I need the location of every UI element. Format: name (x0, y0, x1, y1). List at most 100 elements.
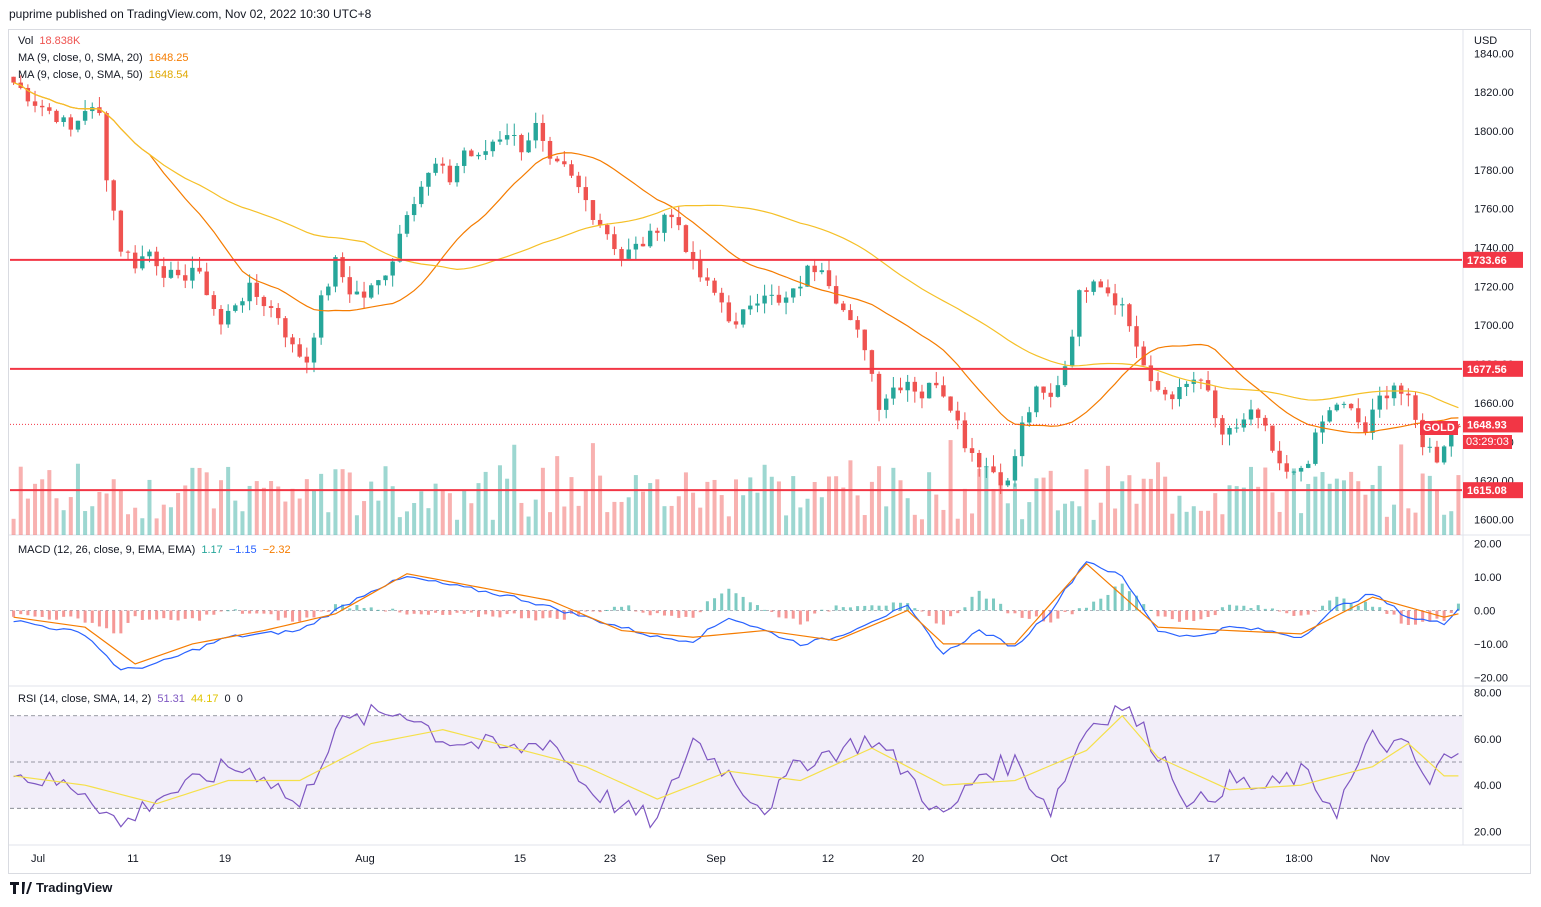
candle (1377, 395, 1382, 410)
volume-bar (1156, 462, 1161, 535)
macd-histogram-bar (920, 610, 924, 612)
macd-histogram-bar (269, 610, 273, 615)
volume-bar (447, 493, 452, 535)
candle (1306, 463, 1311, 468)
macd-histogram-bar (1392, 610, 1396, 615)
volume-bar (1084, 469, 1089, 535)
volume-bar (111, 479, 116, 535)
macd-histogram-bar (698, 610, 702, 613)
volume-bar (1134, 503, 1139, 535)
time-tick-label: Sep (706, 853, 726, 865)
volume-bar (812, 482, 817, 535)
candle (1320, 421, 1325, 433)
price-tick-label: 1800.00 (1474, 126, 1514, 138)
macd-histogram-bar (963, 607, 967, 611)
ma50-label: MA (9, close, 0, SMA, 50) (18, 69, 143, 81)
macd-histogram-bar (1106, 594, 1110, 611)
volume-bar (1220, 514, 1225, 535)
candle (647, 230, 653, 247)
macd-histogram-bar (598, 610, 602, 613)
volume-bar (726, 516, 731, 535)
volume-bar (347, 472, 352, 535)
candle (1055, 385, 1061, 397)
macd-histogram-bar (126, 610, 130, 623)
candle (490, 141, 496, 152)
macd-histogram-bar (1070, 610, 1074, 615)
candle (118, 210, 124, 252)
macd-legend[interactable]: MACD (12, 26, close, 9, EMA, EMA) 1.17 −… (18, 544, 294, 556)
volume-bar (497, 465, 502, 535)
rsi-legend[interactable]: RSI (14, close, SMA, 14, 2) 51.31 44.17 … (18, 693, 246, 705)
candle (619, 249, 624, 259)
macd-histogram-bar (326, 610, 330, 612)
volume-bar (1034, 478, 1039, 535)
candle (597, 219, 603, 226)
vol-legend[interactable]: Vol 18.838K (18, 35, 83, 47)
volume-bar (855, 495, 860, 535)
candle (125, 251, 131, 253)
volume-bar (397, 517, 402, 535)
candle (211, 295, 217, 310)
candle (540, 122, 546, 141)
macd-histogram-bar (1385, 610, 1389, 614)
macd-histogram-bar (512, 610, 516, 614)
macd-histogram-bar (691, 610, 695, 618)
volume-bar (1234, 486, 1239, 535)
volume-bar (240, 511, 245, 535)
candle (891, 387, 896, 399)
volume-bar (1213, 493, 1218, 535)
macd-histogram-bar (562, 610, 566, 620)
macd-histogram-bar (1027, 610, 1031, 619)
candle (1041, 386, 1046, 393)
candle (1155, 381, 1161, 390)
candle (440, 163, 445, 166)
macd-histogram-bar (1442, 610, 1446, 621)
candle (461, 150, 467, 166)
volume-bar (75, 463, 80, 535)
macd-histogram-bar (548, 610, 552, 618)
candle (1248, 409, 1254, 420)
macd-histogram-bar (83, 610, 87, 623)
volume-bar (404, 511, 409, 535)
candle (433, 163, 438, 173)
candle (247, 282, 252, 302)
macd-histogram-bar (1249, 608, 1253, 611)
macd-histogram-bar (491, 610, 495, 617)
macd-histogram-bar (670, 610, 674, 616)
macd-histogram-bar (1356, 605, 1360, 611)
volume-bar (1120, 481, 1125, 535)
volume-bar (254, 481, 259, 535)
volume-bar (1070, 501, 1075, 535)
volume-bar (1263, 467, 1268, 535)
macd-histogram-bar (369, 607, 373, 611)
candle (1184, 383, 1189, 388)
candle (633, 243, 639, 250)
candle (469, 150, 474, 157)
macd-histogram-bar (519, 610, 523, 619)
time-tick-label: 11 (127, 853, 138, 865)
candle (261, 296, 267, 307)
candle (1441, 446, 1447, 463)
macd-histogram-bar (1313, 610, 1317, 612)
macd-histogram-bar (90, 610, 94, 623)
volume-bar (126, 514, 131, 535)
macd-histogram-bar (183, 610, 187, 619)
candle (447, 165, 453, 183)
volume-bar (326, 512, 331, 535)
tradingview-brand[interactable]: TradingView (10, 880, 112, 895)
macd-histogram-bar (1049, 610, 1053, 623)
candle (383, 275, 388, 281)
price-tick-label: 1840.00 (1474, 48, 1514, 60)
ma50-legend[interactable]: MA (9, close, 0, SMA, 50) 1648.54 (18, 69, 192, 81)
candle (855, 320, 860, 330)
candle (1162, 389, 1168, 395)
candle (512, 134, 517, 136)
ma20-legend[interactable]: MA (9, close, 0, SMA, 20) 1648.25 (18, 52, 192, 64)
candle (655, 230, 660, 233)
candle (1105, 287, 1111, 294)
candle (1391, 385, 1397, 399)
volume-bar (776, 481, 781, 535)
candle (1127, 304, 1132, 327)
macd-histogram-bar (1456, 603, 1460, 611)
